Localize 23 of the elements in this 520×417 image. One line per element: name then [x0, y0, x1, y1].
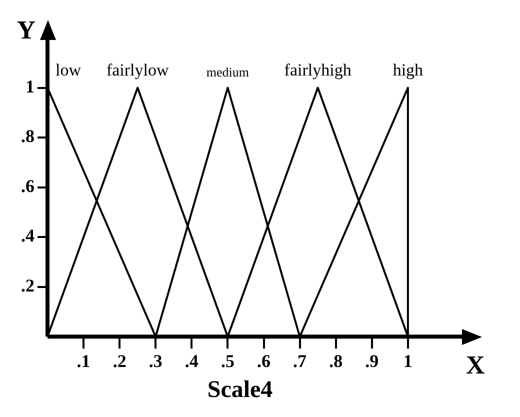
y-tick-label: .4	[21, 226, 34, 246]
x-tick-label: .2	[112, 351, 126, 372]
text: Scale4	[207, 376, 273, 403]
series-label: low	[56, 60, 82, 80]
series-label: fairlyhigh	[284, 60, 352, 80]
x-tick-label: .5	[220, 351, 234, 372]
y-tick-label: .8	[21, 126, 34, 146]
x-tick-label: .6	[257, 351, 271, 372]
x-tick-label: .7	[293, 351, 307, 372]
series-label: medium	[206, 64, 250, 80]
y-tick-label: .6	[21, 176, 34, 196]
x-tick-label: .1	[76, 351, 90, 372]
x-tick-label: .4	[184, 351, 198, 372]
x-axis-title: X	[466, 350, 485, 380]
x-tick-label: 1	[403, 351, 412, 372]
y-tick-label: .2	[21, 275, 34, 296]
series-label: fairlylow	[106, 60, 170, 80]
x-tick-label: .8	[329, 351, 343, 372]
x-tick-label: .3	[148, 351, 162, 372]
series-label: high	[392, 60, 424, 80]
x-tick-label: .9	[365, 351, 379, 372]
y-axis-title: Y	[16, 16, 36, 45]
y-tick-label: 1	[26, 76, 34, 96]
